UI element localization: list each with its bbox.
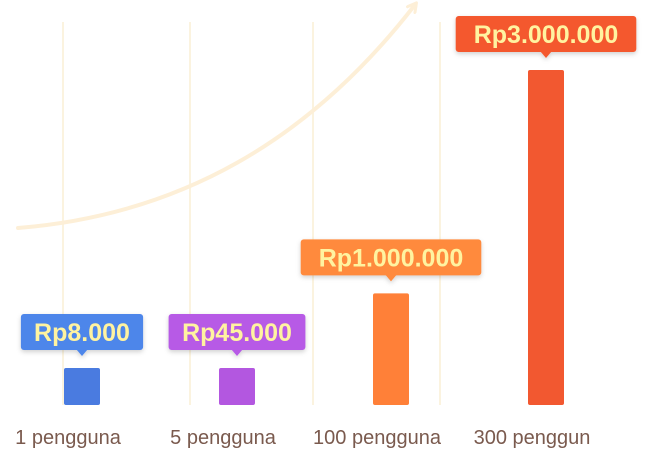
value-label-box — [20, 314, 144, 350]
value-label-4: Rp3.000.000 — [455, 16, 637, 58]
value-label-3: Rp1.000.000 — [300, 239, 482, 282]
bars-group — [64, 70, 564, 405]
category-label-2: 5 pengguna — [170, 427, 277, 449]
bar-3 — [373, 293, 409, 405]
value-label-text: Rp45.000 — [182, 319, 292, 347]
value-label-1: Rp8.000 — [20, 314, 144, 356]
category-label-1: 1 pengguna — [15, 427, 122, 449]
bar-2 — [219, 368, 255, 405]
value-label-text: Rp3.000.000 — [474, 21, 619, 49]
value-label-pointer — [76, 349, 88, 356]
value-label-pointer — [385, 274, 397, 282]
value-labels-group: Rp8.000 Rp45.000 Rp1.000.000 Rp3.000.000 — [20, 16, 637, 356]
category-labels-group: 1 pengguna 5 pengguna 100 pengguna 300 peng… — [15, 427, 590, 449]
bar-1 — [64, 368, 100, 405]
value-label-text: Rp1.000.000 — [319, 244, 464, 272]
category-label-4: 300 penggun — [474, 427, 591, 449]
value-label-box — [168, 314, 306, 350]
value-label-pointer — [231, 349, 243, 356]
value-label-box — [300, 239, 482, 276]
value-label-box — [455, 16, 637, 52]
category-label-3: 100 pengguna — [313, 427, 442, 449]
trend-arrow — [16, 6, 414, 230]
value-label-pointer — [540, 51, 552, 58]
bar-4 — [528, 70, 564, 405]
value-label-2: Rp45.000 — [168, 314, 306, 356]
value-label-text: Rp8.000 — [34, 319, 130, 347]
